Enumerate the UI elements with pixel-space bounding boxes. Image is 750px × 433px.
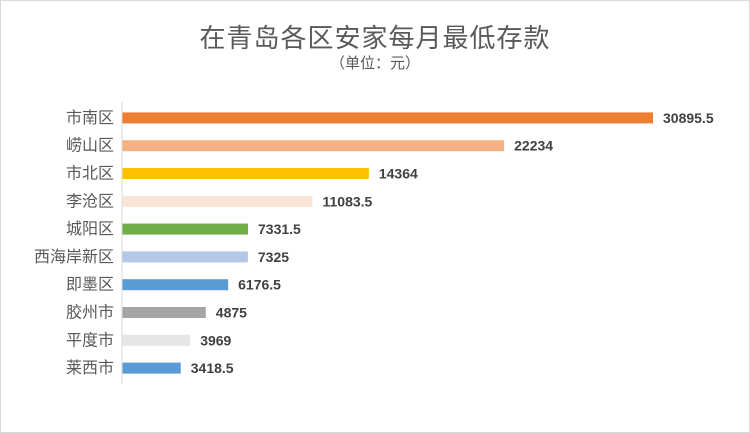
bar: [122, 195, 313, 207]
bar: [122, 279, 229, 291]
bar: [122, 168, 369, 179]
category-label: 城阳区: [66, 219, 114, 238]
category-label: 平度市: [66, 330, 114, 349]
category-label: 莱西市: [66, 358, 114, 377]
data-label: 11083.5: [322, 193, 372, 209]
category-label: 胶州市: [66, 303, 114, 322]
bar: [122, 362, 181, 374]
category-label: 李沧区: [66, 191, 114, 210]
category-label: 即墨区: [66, 275, 114, 294]
bar: [122, 223, 249, 235]
data-label: 7325: [258, 249, 289, 265]
bar: [122, 112, 653, 124]
category-label: 市南区: [66, 108, 114, 127]
data-label: 22234: [514, 138, 553, 154]
bar: [122, 307, 206, 318]
category-label: 市北区: [66, 164, 114, 183]
bar: [122, 140, 505, 152]
bar: [122, 334, 191, 346]
data-label: 6176.5: [238, 277, 281, 293]
category-label: 崂山区: [66, 136, 114, 155]
chart-title: 在青岛各区安家每月最低存款: [199, 24, 551, 54]
category-label: 西海岸新区: [34, 247, 114, 266]
bar: [122, 251, 248, 263]
data-label: 3418.5: [191, 360, 234, 376]
data-label: 4875: [216, 305, 247, 321]
data-label: 14364: [379, 166, 418, 182]
data-label: 30895.5: [663, 110, 714, 126]
data-label: 7331.5: [258, 221, 301, 237]
chart-subtitle: （单位：元）: [329, 54, 420, 72]
data-label: 3969: [200, 332, 231, 348]
